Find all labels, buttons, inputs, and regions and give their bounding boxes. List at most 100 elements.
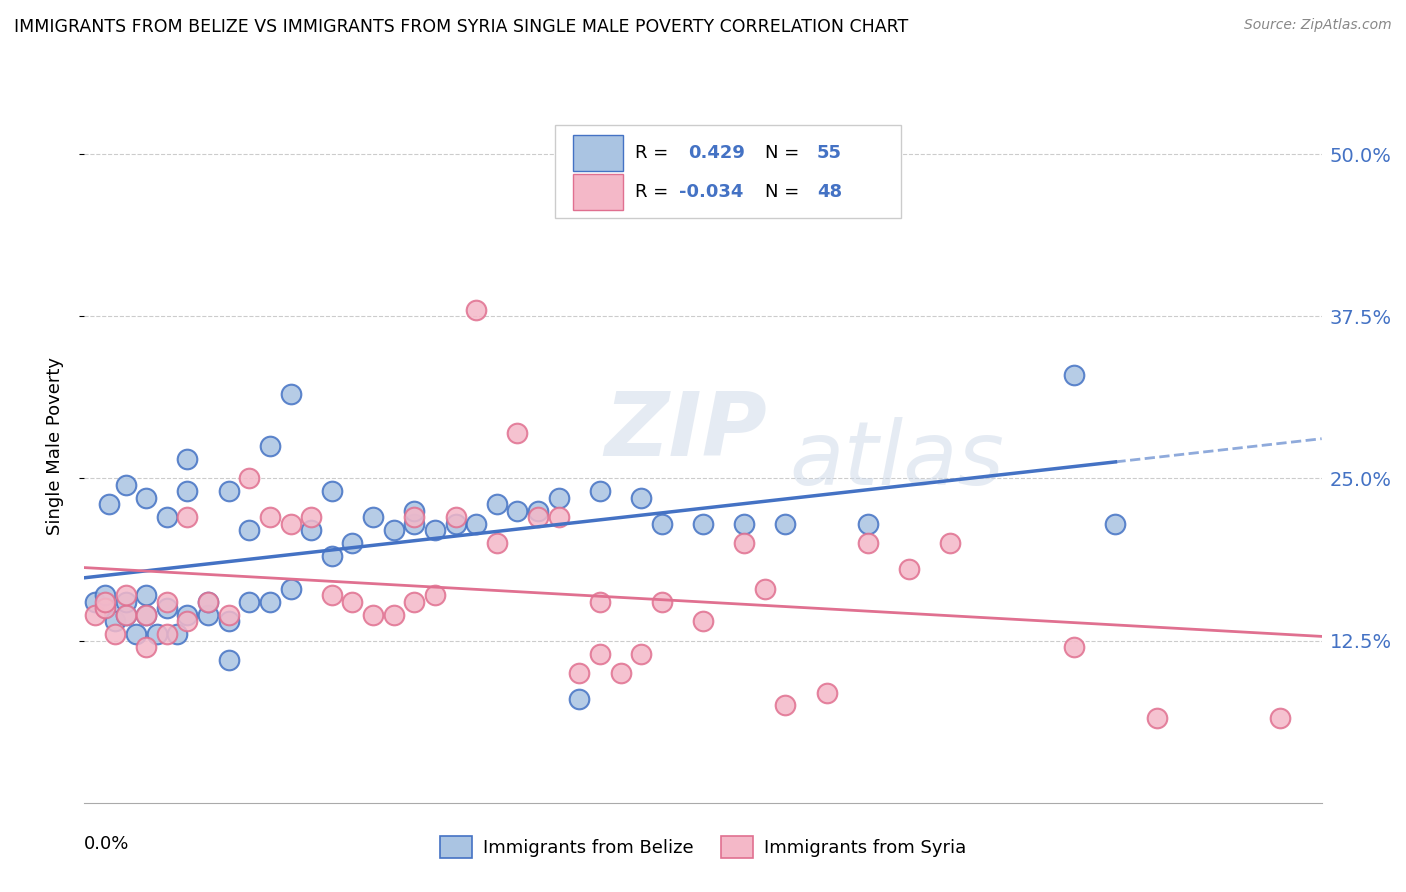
Point xyxy=(1104,516,1126,531)
Point xyxy=(404,510,426,524)
Text: N =: N = xyxy=(765,144,804,161)
Point xyxy=(114,607,136,622)
Point xyxy=(527,504,550,518)
Point xyxy=(775,698,797,713)
Point xyxy=(114,595,136,609)
Point xyxy=(218,607,240,622)
Text: atlas: atlas xyxy=(790,417,1004,503)
Point xyxy=(404,504,426,518)
Text: -0.034: -0.034 xyxy=(679,183,744,201)
Legend: Immigrants from Belize, Immigrants from Syria: Immigrants from Belize, Immigrants from … xyxy=(433,829,973,865)
Point xyxy=(135,491,157,505)
Point xyxy=(733,536,755,550)
Point xyxy=(1063,368,1085,382)
Point xyxy=(218,653,240,667)
Point xyxy=(630,491,652,505)
Point xyxy=(342,595,364,609)
Point xyxy=(114,478,136,492)
Point xyxy=(382,524,405,538)
Point xyxy=(135,640,157,654)
Point xyxy=(630,647,652,661)
Point xyxy=(423,524,446,538)
Point xyxy=(280,387,302,401)
Point xyxy=(259,510,281,524)
Point xyxy=(238,595,260,609)
FancyBboxPatch shape xyxy=(554,125,901,218)
Point xyxy=(156,510,179,524)
Point xyxy=(692,614,714,628)
Point xyxy=(485,536,508,550)
Point xyxy=(321,549,343,564)
Point xyxy=(423,588,446,602)
Text: 0.429: 0.429 xyxy=(688,144,745,161)
Point xyxy=(506,504,529,518)
Text: 48: 48 xyxy=(817,183,842,201)
FancyBboxPatch shape xyxy=(574,135,623,170)
Point xyxy=(94,601,117,615)
Text: 55: 55 xyxy=(817,144,842,161)
Point xyxy=(94,601,117,615)
Point xyxy=(176,607,198,622)
Point xyxy=(259,595,281,609)
Point xyxy=(404,516,426,531)
Point xyxy=(197,607,219,622)
Point xyxy=(1146,711,1168,725)
Point xyxy=(342,536,364,550)
Point xyxy=(156,595,179,609)
Point xyxy=(125,627,148,641)
Point xyxy=(104,614,127,628)
Point xyxy=(135,607,157,622)
Point xyxy=(361,607,384,622)
Text: R =: R = xyxy=(636,144,673,161)
Point xyxy=(238,471,260,485)
Point xyxy=(404,595,426,609)
Point xyxy=(197,595,219,609)
Point xyxy=(104,627,127,641)
Point xyxy=(176,484,198,499)
Point xyxy=(259,439,281,453)
Point xyxy=(733,516,755,531)
Point xyxy=(589,484,612,499)
Point xyxy=(83,595,105,609)
Point xyxy=(321,484,343,499)
Point xyxy=(299,524,322,538)
Text: 0.0%: 0.0% xyxy=(84,835,129,853)
Text: R =: R = xyxy=(636,183,673,201)
Point xyxy=(589,595,612,609)
Point xyxy=(299,510,322,524)
Point xyxy=(547,491,569,505)
Point xyxy=(589,647,612,661)
Point xyxy=(280,582,302,596)
Point xyxy=(218,484,240,499)
FancyBboxPatch shape xyxy=(574,174,623,210)
Point xyxy=(98,497,121,511)
Point xyxy=(815,685,838,699)
Point xyxy=(218,614,240,628)
Text: ZIP: ZIP xyxy=(605,388,766,475)
Point xyxy=(856,536,879,550)
Point xyxy=(176,452,198,467)
Point xyxy=(527,510,550,524)
Point xyxy=(444,516,467,531)
Point xyxy=(197,595,219,609)
Point xyxy=(465,516,488,531)
Text: N =: N = xyxy=(765,183,804,201)
Point xyxy=(485,497,508,511)
Point xyxy=(775,516,797,531)
Point xyxy=(280,516,302,531)
Point xyxy=(94,595,117,609)
Point xyxy=(651,595,673,609)
Point xyxy=(1063,640,1085,654)
Point xyxy=(547,510,569,524)
Point xyxy=(114,607,136,622)
Point xyxy=(382,607,405,622)
Point xyxy=(176,510,198,524)
Y-axis label: Single Male Poverty: Single Male Poverty xyxy=(45,357,63,535)
Text: IMMIGRANTS FROM BELIZE VS IMMIGRANTS FROM SYRIA SINGLE MALE POVERTY CORRELATION : IMMIGRANTS FROM BELIZE VS IMMIGRANTS FRO… xyxy=(14,18,908,36)
Point xyxy=(238,524,260,538)
Point xyxy=(361,510,384,524)
Point xyxy=(166,627,188,641)
Point xyxy=(94,588,117,602)
Point xyxy=(609,666,631,681)
Point xyxy=(156,601,179,615)
